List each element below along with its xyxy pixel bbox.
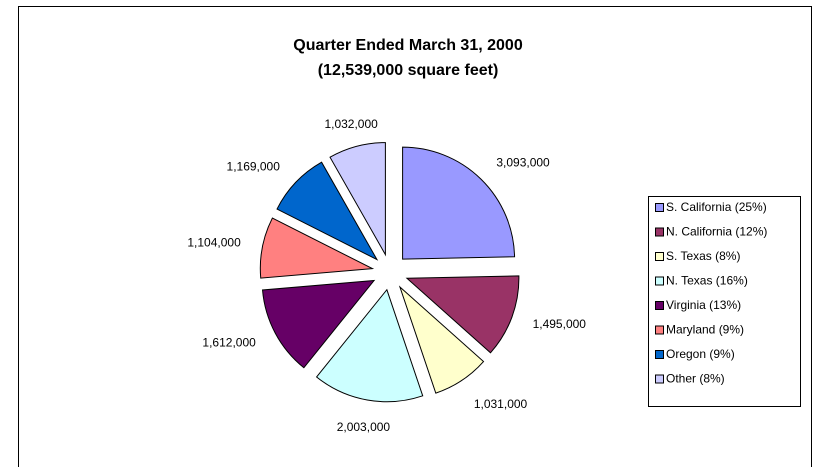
legend-label: Other (8%) — [666, 372, 725, 386]
legend-swatch — [655, 350, 664, 359]
legend-label: S. California (25%) — [666, 200, 767, 214]
legend-label: N. Texas (16%) — [666, 274, 748, 288]
data-label: 1,031,000 — [474, 397, 528, 411]
legend-label: Virginia (13%) — [666, 298, 741, 312]
legend-swatch — [655, 203, 664, 212]
pie-slice — [405, 275, 520, 354]
pie-slice — [402, 146, 516, 260]
legend-box — [648, 196, 801, 407]
legend-label: S. Texas (8%) — [666, 249, 740, 263]
data-label: 1,612,000 — [202, 336, 256, 350]
pie-slice — [261, 279, 376, 369]
data-label: 1,104,000 — [187, 235, 241, 249]
pie-slice — [398, 285, 485, 394]
legend-label: Maryland (9%) — [666, 323, 744, 337]
legend-swatch — [655, 276, 664, 286]
data-label: 2,003,000 — [337, 420, 391, 434]
legend-swatch — [655, 325, 664, 335]
data-label: 3,093,000 — [496, 156, 550, 170]
legend-swatch — [655, 374, 664, 384]
data-label: 1,032,000 — [324, 117, 378, 131]
chart-subtitle: (12,539,000 square feet) — [318, 62, 499, 79]
legend-label: N. California (12%) — [666, 225, 767, 239]
pie-slice — [276, 161, 379, 261]
data-label: 1,495,000 — [533, 317, 587, 331]
legend-swatch — [655, 227, 664, 237]
pie-slice — [315, 288, 424, 403]
legend-swatch — [655, 252, 664, 261]
legend-swatch — [655, 301, 664, 310]
pie-slice — [329, 142, 386, 257]
pie-slice — [259, 217, 375, 279]
chart-title: Quarter Ended March 31, 2000 — [293, 37, 523, 54]
data-label: 1,169,000 — [227, 159, 281, 173]
legend-label: Oregon (9%) — [666, 347, 735, 361]
